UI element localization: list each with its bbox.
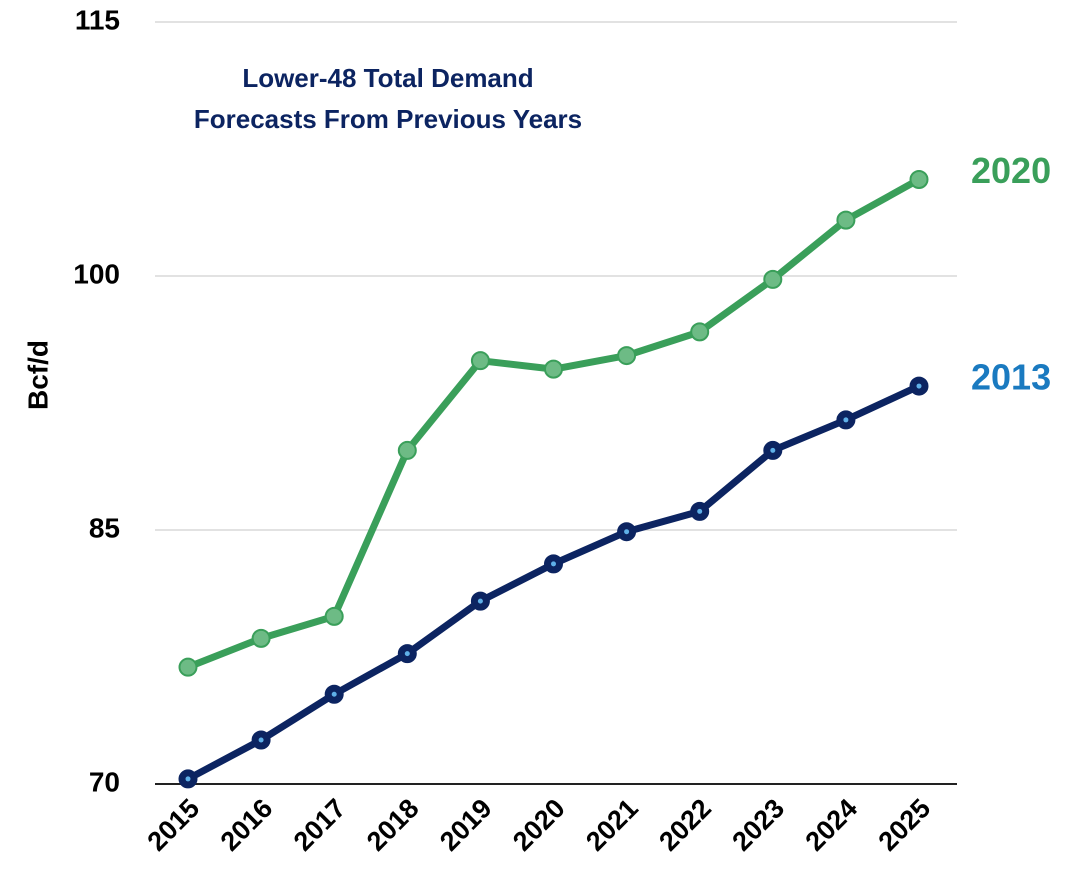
marker: [544, 359, 563, 379]
chart-title: Lower-48 Total Demand: [242, 63, 533, 93]
marker-center: [624, 529, 630, 535]
line: [186, 176, 921, 671]
x-tick-label: 2025: [873, 793, 937, 857]
marker-center: [404, 651, 410, 657]
marker-center: [697, 508, 703, 514]
marker: [324, 606, 344, 626]
line: [186, 382, 921, 783]
x-tick-label: 2021: [580, 793, 644, 857]
series-label: 2013: [971, 357, 1051, 398]
marker: [251, 628, 271, 648]
x-tick-label: 2015: [142, 793, 206, 857]
y-tick-label: 100: [73, 258, 120, 289]
y-tick-label: 70: [89, 766, 120, 797]
y-axis-label: Bcf/d: [22, 340, 53, 410]
x-tick-label: 2016: [215, 793, 279, 857]
x-tick-label: 2019: [434, 793, 498, 857]
x-tick-label: 2022: [653, 793, 717, 857]
marker-center: [258, 737, 264, 743]
marker-center: [477, 598, 483, 604]
x-tick-label: 2017: [288, 793, 352, 857]
marker-center: [331, 691, 337, 697]
marker: [690, 322, 710, 342]
marker-center: [916, 383, 922, 389]
x-tick-label: 2020: [507, 793, 571, 857]
marker: [617, 346, 637, 366]
x-tick-label: 2023: [726, 793, 790, 857]
marker: [397, 440, 417, 460]
x-tick-label: 2024: [799, 793, 863, 857]
marker: [909, 169, 929, 189]
chart-title: Forecasts From Previous Years: [194, 104, 582, 134]
y-tick-label: 85: [89, 512, 120, 543]
series-label: 2020: [971, 150, 1051, 191]
marker: [763, 269, 783, 289]
marker-center: [770, 447, 776, 453]
marker: [470, 351, 490, 371]
y-tick-label: 115: [75, 4, 120, 35]
marker: [178, 657, 198, 677]
marker-center: [551, 561, 556, 567]
marker-center: [185, 776, 191, 782]
x-tick-label: 2018: [361, 793, 425, 857]
marker-center: [843, 417, 849, 423]
marker: [836, 210, 856, 230]
